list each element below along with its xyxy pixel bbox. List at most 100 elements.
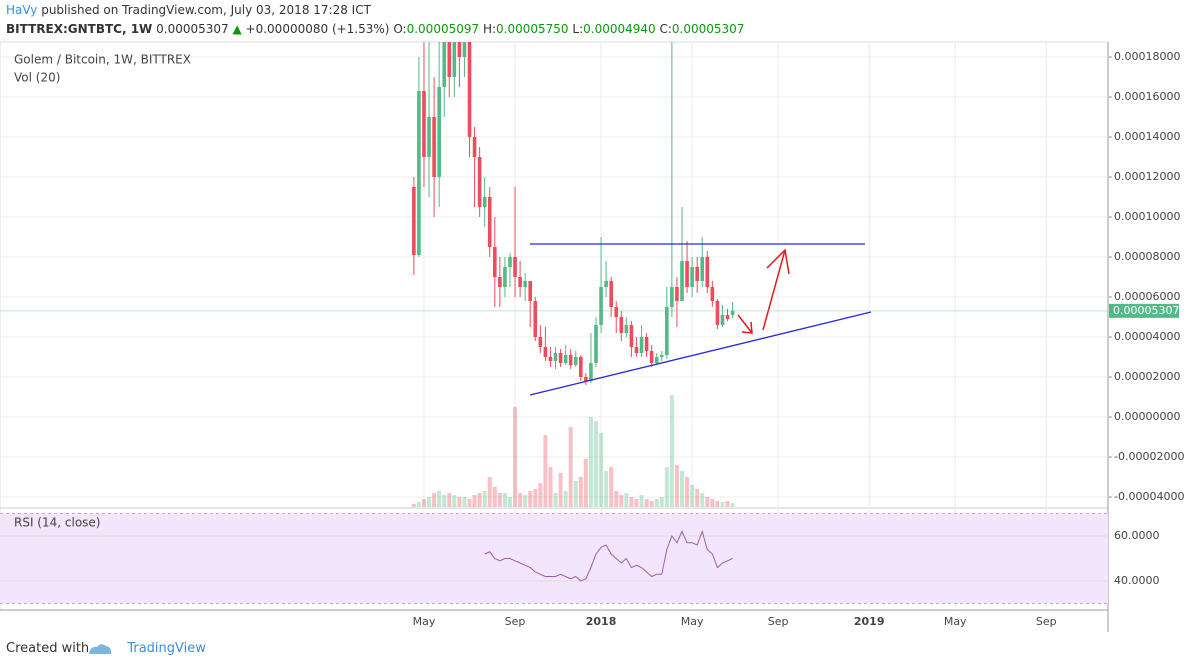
volume-bar	[700, 493, 705, 507]
candle-body	[730, 310, 735, 316]
volume-bar	[518, 493, 523, 507]
volume-bar	[583, 459, 588, 507]
volume-bar	[497, 493, 502, 507]
candle-body	[710, 287, 715, 301]
volume-bar	[720, 502, 725, 507]
candle-body	[477, 157, 482, 207]
candle-body	[594, 325, 598, 363]
volume-bar	[624, 493, 629, 507]
volume-bar	[442, 495, 447, 507]
y-tick-label: 0.00004000	[1114, 330, 1180, 343]
volume-bar	[538, 483, 543, 507]
volume-bar	[477, 493, 482, 507]
o-label: O:	[393, 22, 407, 36]
candle-body	[432, 117, 436, 177]
volume-bar	[644, 499, 649, 507]
brand-logo	[89, 644, 112, 654]
candle-body	[493, 247, 497, 277]
author[interactable]: HaVy	[6, 3, 38, 17]
candle-body	[518, 277, 522, 287]
rsi-band	[0, 513, 1108, 604]
volume-bar	[588, 417, 593, 507]
volume-bar	[634, 499, 639, 507]
candle-body	[725, 315, 730, 319]
volume-bar	[593, 421, 598, 507]
volume-bar	[427, 497, 432, 507]
candle-body	[685, 261, 689, 287]
candle-body	[639, 337, 644, 353]
candle-body	[579, 357, 583, 377]
volume-bar	[690, 485, 695, 507]
candle-body	[644, 337, 649, 351]
y-tick-label: 0.00012000	[1114, 170, 1180, 183]
candle-body	[422, 91, 426, 157]
x-tick-label: May	[944, 615, 967, 628]
volume-bar	[568, 427, 573, 507]
brand[interactable]: TradingView	[127, 641, 206, 656]
candle-body	[523, 281, 527, 287]
x-tick-label: 2019	[854, 615, 885, 628]
rsi-tick-label: 40.0000	[1114, 574, 1160, 587]
y-tick-label: 0.00006000	[1114, 290, 1180, 303]
volume-bar	[548, 467, 553, 507]
candle-body	[573, 357, 578, 365]
candle-body	[447, 42, 452, 77]
candle-body	[604, 281, 608, 287]
candle-body	[670, 287, 674, 307]
candle-body	[680, 261, 684, 301]
candle-body	[700, 257, 705, 281]
chart-title: Golem / Bitcoin, 1W, BITTREX	[14, 53, 191, 67]
y-tick-label: 0.00014000	[1114, 130, 1180, 143]
candle-body	[533, 301, 538, 337]
candle-body	[528, 281, 533, 301]
volume-bar	[685, 477, 690, 507]
last-price-label: 0.00005307	[1113, 304, 1179, 317]
volume-bar	[563, 491, 568, 507]
last: 0.00005307	[156, 22, 229, 36]
candle-body	[690, 267, 694, 287]
volume-bar	[411, 504, 416, 507]
created: Created with	[6, 641, 90, 656]
volume-bar	[457, 497, 462, 507]
volume-bar	[578, 477, 583, 507]
volume-bar	[614, 491, 619, 507]
candle-body	[634, 347, 639, 353]
candle-body	[417, 91, 421, 255]
candle-body	[675, 287, 679, 301]
volume-bar	[654, 499, 659, 507]
l-label: L:	[572, 22, 584, 36]
volume-bar	[710, 499, 715, 507]
candle-body	[720, 315, 725, 325]
candle-body	[614, 307, 619, 317]
volume-bar	[619, 495, 624, 507]
change: +0.00000080 (+1.53%)	[245, 22, 390, 36]
candle-body	[715, 301, 720, 325]
volume-bar	[573, 481, 578, 507]
c-value: 0.00005307	[671, 22, 745, 36]
volume-bar	[730, 503, 735, 507]
footer: Created with TradingView	[6, 641, 206, 656]
c-label: C:	[659, 22, 672, 36]
y-tick-label: 0.00010000	[1114, 210, 1180, 223]
volume-bar	[492, 487, 497, 507]
volume-bar	[629, 497, 634, 507]
volume-bar	[513, 407, 518, 507]
volume-label: Vol (20)	[14, 71, 60, 85]
candle-body	[503, 267, 507, 287]
candle-body	[472, 137, 477, 157]
volume-bar	[487, 477, 492, 507]
candle-body	[452, 42, 457, 77]
last-price-box	[1109, 303, 1179, 318]
ohlc: O:0.00005097 H:0.00005750 L:0.00004940 C…	[393, 22, 744, 36]
x-tick-label: 2018	[586, 615, 617, 628]
volume-bar	[502, 493, 507, 507]
candle-body	[665, 307, 669, 355]
volume-bar	[482, 491, 487, 507]
volume-bar	[649, 501, 654, 507]
candle-body	[619, 317, 624, 333]
trend-line	[529, 311, 872, 396]
x-tick-label: Sep	[505, 615, 526, 628]
volume-bar	[543, 435, 548, 507]
h-value: 0.00005750	[496, 22, 569, 36]
candle-body	[584, 377, 588, 381]
